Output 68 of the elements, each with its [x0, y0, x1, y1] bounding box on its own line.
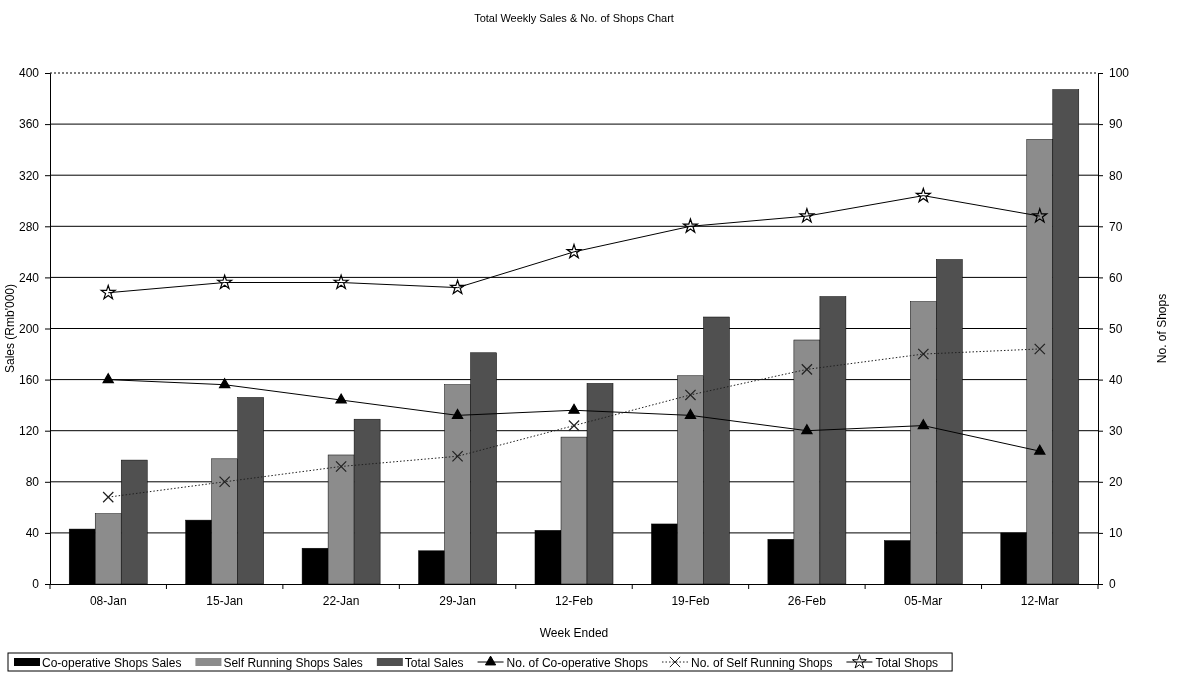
legend-label: Total Shops [875, 656, 939, 670]
point [1032, 208, 1048, 223]
y-tick-label: 360 [18, 117, 40, 132]
legend-label: No. of Self Running Shops [690, 656, 833, 670]
x-axis-title: Week Ended [539, 626, 609, 640]
point [917, 348, 930, 360]
legend-label: Co-operative Shops Sales [42, 656, 182, 670]
y-axis-title: Sales (Rmb'000) [3, 284, 17, 373]
y-tick-label: 400 [18, 66, 40, 81]
point [566, 243, 582, 259]
point [335, 393, 347, 404]
chart-title: Total Weekly Sales & No. of Shops Chart [474, 12, 674, 24]
point [568, 419, 580, 432]
y2-tick-label: 20 [1109, 475, 1123, 490]
y2-tick-label: 30 [1109, 424, 1123, 439]
point [915, 187, 931, 203]
y-tick-label: 0 [32, 577, 40, 592]
y-tick-label: 200 [18, 321, 40, 336]
point [799, 208, 815, 223]
point [684, 389, 697, 401]
point [682, 218, 698, 233]
y2-tick-label: 100 [1109, 66, 1130, 81]
y-tick-label: 80 [25, 475, 40, 490]
point [801, 424, 813, 435]
point [218, 476, 231, 488]
point [450, 279, 466, 295]
point [102, 373, 114, 384]
point [100, 284, 116, 300]
y2-tick-label: 70 [1109, 219, 1123, 234]
y-tick-label: 280 [18, 219, 40, 234]
point [801, 363, 813, 376]
x-tick-label: 12-Feb [554, 593, 594, 608]
x-tick-label: 22-Jan [322, 593, 360, 608]
x-tick-label: 12-Mar [1020, 593, 1059, 608]
x-tick-label: 19-Feb [671, 593, 710, 608]
point [684, 408, 697, 419]
y-tick-label: 160 [18, 372, 40, 387]
point [217, 274, 233, 290]
point [917, 419, 930, 430]
y2-tick-label: 90 [1109, 117, 1123, 132]
point [335, 460, 347, 473]
point [451, 408, 464, 419]
y2-tick-label: 60 [1109, 270, 1123, 285]
point [568, 403, 580, 414]
point [451, 450, 464, 462]
y-tick-label: 40 [25, 526, 40, 541]
x-tick-label: 26-Feb [787, 593, 827, 608]
x-tick-label: 08-Jan [89, 593, 127, 608]
x-tick-label: 29-Jan [439, 593, 476, 608]
x-tick-label: 05-Mar [904, 593, 943, 608]
legend-label: Self Running Shops Sales [223, 656, 363, 670]
legend-label: No. of Co-operative Shops [506, 656, 648, 670]
x-tick-label: 15-Jan [206, 593, 244, 608]
y-tick-label: 240 [18, 270, 40, 285]
y2-axis-title: No. of Shops [1155, 293, 1169, 364]
y2-tick-label: 50 [1109, 321, 1123, 336]
y-tick-label: 120 [18, 424, 40, 439]
y2-tick-label: 10 [1109, 526, 1123, 541]
y2-tick-label: 80 [1109, 168, 1123, 183]
point [333, 274, 349, 290]
y2-tick-label: 0 [1109, 577, 1116, 592]
point [102, 491, 114, 503]
y-tick-label: 320 [18, 168, 40, 183]
point [1034, 444, 1046, 455]
point [1034, 343, 1046, 355]
point [218, 378, 231, 389]
legend-label: Total Sales [404, 656, 464, 670]
y2-tick-label: 40 [1109, 372, 1123, 387]
